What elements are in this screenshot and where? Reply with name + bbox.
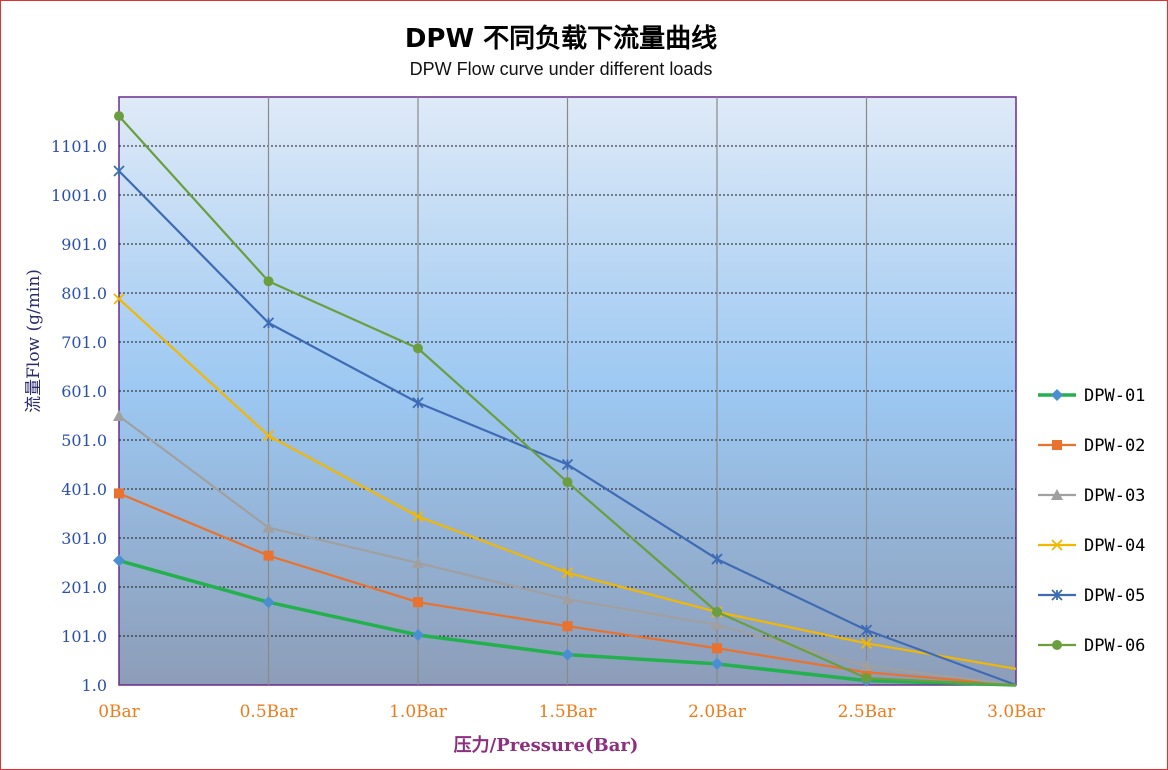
data-point [263, 550, 274, 561]
x-axis-ticks: 0Bar 0.5Bar 1.0Bar 1.5Bar 2.0Bar 2.5Bar 3.0Bar [98, 702, 1046, 722]
x-tick-label: 0.5Bar [240, 702, 299, 722]
y-tick-label: 501.0 [61, 431, 107, 450]
data-point [412, 397, 424, 409]
y-axis-ticks: 1.0 101.0 201.0 301.0 401.0 501.0 601.0 701.0 80… [51, 137, 107, 695]
x-axis-label: 压力/Pressure(Bar) [454, 735, 639, 756]
x-tick-label: 1.0Bar [389, 702, 448, 722]
legend-label: DPW-01 [1084, 386, 1145, 406]
data-point [861, 667, 872, 678]
y-tick-label: 301.0 [61, 529, 107, 548]
x-tick-label: 1.5Bar [539, 702, 598, 722]
series-dpw-05 [113, 165, 1017, 687]
legend-item-dpw-06[interactable]: DPW-06 [1038, 636, 1145, 656]
data-point [712, 606, 722, 617]
y-tick-label: 1101.0 [51, 137, 107, 156]
legend-marker [1052, 440, 1062, 450]
data-point [114, 111, 124, 122]
data-point [262, 596, 275, 609]
x-tick-label: 2.5Bar [838, 702, 897, 722]
y-axis-label: 流量Flow (g/min) [24, 269, 44, 413]
data-point [861, 673, 872, 684]
data-point [412, 556, 424, 568]
x-tick-label: 2.0Bar [688, 702, 747, 722]
y-tick-label: 901.0 [61, 235, 107, 254]
legend-label: DPW-06 [1084, 636, 1145, 656]
data-point [860, 624, 873, 636]
legend-label: DPW-04 [1084, 536, 1145, 556]
legend-item-dpw-02[interactable]: DPW-02 [1038, 436, 1145, 456]
legend-marker [1051, 589, 1063, 601]
data-point [561, 458, 574, 471]
data-point [561, 567, 574, 579]
legend-item-dpw-04[interactable]: DPW-04 [1038, 536, 1145, 556]
data-point [113, 554, 125, 567]
data-point [711, 618, 723, 630]
legend-label: DPW-03 [1084, 486, 1145, 506]
data-point [113, 409, 125, 421]
data-point [113, 293, 125, 305]
data-point [262, 521, 275, 533]
series-dpw-03 [113, 409, 1017, 687]
series-lines [113, 111, 1017, 687]
data-point [711, 657, 723, 670]
series-dpw-02 [114, 488, 1017, 687]
data-point [413, 597, 423, 608]
legend-item-dpw-03[interactable]: DPW-03 [1038, 486, 1145, 506]
legend: DPW-01 DPW-02 DPW-03 DPW-04 DPW-05 DPW-06 [1038, 386, 1145, 656]
y-tick-label: 601.0 [61, 382, 107, 401]
grid-lines [119, 97, 1016, 685]
y-tick-label: 401.0 [61, 480, 107, 499]
legend-marker [1051, 489, 1063, 500]
data-point [860, 637, 873, 649]
x-tick-label: 3.0Bar [987, 702, 1046, 722]
data-point [712, 643, 722, 654]
data-point [262, 317, 275, 329]
legend-label: DPW-02 [1084, 436, 1145, 456]
y-tick-label: 101.0 [61, 627, 107, 646]
legend-marker [1051, 539, 1063, 551]
data-point [860, 659, 873, 671]
x-tick-label: 0Bar [98, 702, 140, 722]
data-point [114, 488, 124, 499]
legend-marker [1052, 640, 1062, 650]
legend-item-dpw-01[interactable]: DPW-01 [1038, 386, 1145, 406]
y-tick-label: 1.0 [82, 676, 107, 695]
legend-item-dpw-05[interactable]: DPW-05 [1038, 586, 1145, 606]
y-tick-label: 801.0 [61, 284, 107, 303]
data-point [562, 621, 573, 632]
data-point [413, 343, 423, 354]
data-point [113, 165, 125, 177]
series-dpw-06 [114, 111, 1017, 687]
legend-marker [1051, 389, 1063, 401]
chart-title: DPW 不同负载下流量曲线 [405, 24, 717, 54]
data-point [412, 629, 424, 642]
data-point [711, 553, 723, 565]
data-point [263, 276, 274, 287]
data-point [262, 429, 275, 442]
data-point [561, 593, 574, 605]
data-point [412, 510, 424, 523]
data-point [561, 648, 574, 661]
y-tick-label: 201.0 [61, 578, 107, 597]
data-point [562, 477, 573, 488]
legend-label: DPW-05 [1084, 586, 1145, 606]
chart-subtitle: DPW Flow curve under different loads [410, 59, 713, 79]
y-tick-label: 1001.0 [51, 186, 107, 205]
y-tick-label: 701.0 [61, 333, 107, 352]
